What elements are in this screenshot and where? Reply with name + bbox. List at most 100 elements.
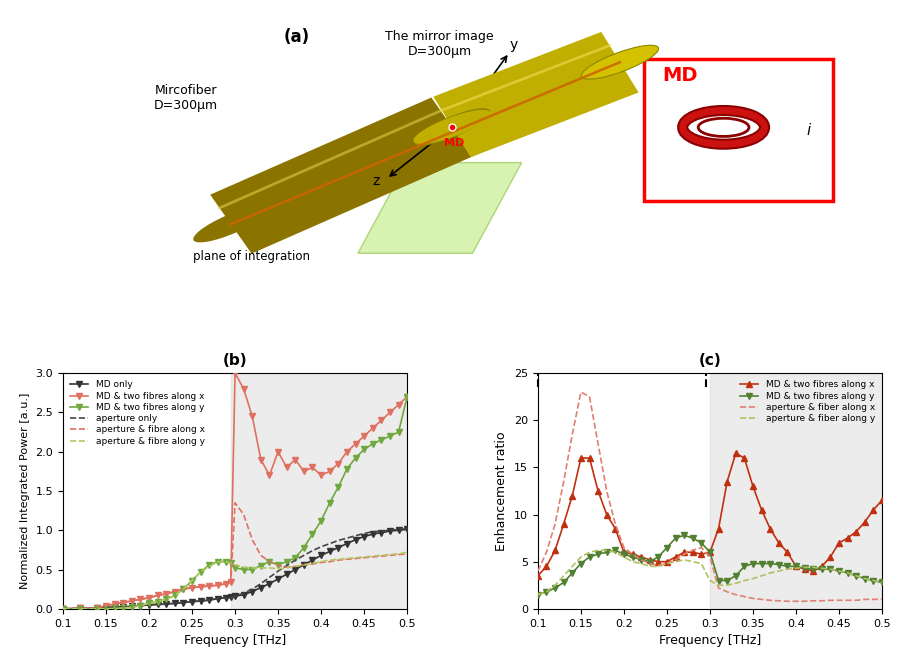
aperture & fiber along x xyxy=(850,596,861,604)
MD & two fibres along x xyxy=(567,492,578,500)
Text: i: i xyxy=(806,122,810,138)
MD & two fibres along x xyxy=(376,416,387,424)
MD & two fibres along x xyxy=(877,496,887,504)
aperture & fiber along y xyxy=(765,569,776,577)
MD & two fibres along y xyxy=(618,550,629,558)
aperture & fiber along x xyxy=(833,596,844,604)
MD & two fibres along x xyxy=(367,424,378,432)
aperture & fiber along x xyxy=(868,595,878,603)
aperture & fibre along y xyxy=(221,558,232,566)
MD & two fibres along x xyxy=(541,563,552,571)
MD & two fibres along x xyxy=(610,524,621,533)
aperture & fiber along x xyxy=(550,520,561,528)
MD & two fibres along y xyxy=(126,603,137,611)
MD only xyxy=(273,575,284,583)
aperture & fibre along x xyxy=(169,587,180,595)
aperture only xyxy=(350,532,361,540)
MD & two fibres along x xyxy=(195,583,206,591)
MD & two fibres along x xyxy=(782,548,793,556)
aperture only xyxy=(118,603,129,611)
aperture & fiber along y xyxy=(713,581,724,589)
aperture & fiber along x xyxy=(773,597,784,605)
aperture & fiber along y xyxy=(868,577,878,585)
MD & two fibres along y xyxy=(584,553,595,561)
MD & two fibres along y xyxy=(713,577,724,585)
MD & two fibres along x xyxy=(135,595,146,603)
aperture only xyxy=(109,603,120,611)
aperture only xyxy=(307,547,318,555)
aperture only xyxy=(264,573,274,581)
Text: (c): (c) xyxy=(698,353,721,369)
MD & two fibres along x xyxy=(533,572,544,580)
MD only xyxy=(350,536,361,544)
aperture & fibre along y xyxy=(256,564,266,572)
aperture & fibre along x xyxy=(144,594,155,602)
aperture & fiber along x xyxy=(644,559,655,567)
MD & two fibres along y xyxy=(307,530,318,538)
MD only xyxy=(401,525,412,533)
Text: MD: MD xyxy=(445,138,464,149)
MD & two fibres along y xyxy=(350,454,361,462)
aperture & fibre along x xyxy=(367,553,378,561)
Ellipse shape xyxy=(414,108,490,145)
MD & two fibres along x xyxy=(161,590,172,598)
MD & two fibres along y xyxy=(670,534,681,542)
aperture only xyxy=(324,540,335,548)
MD & two fibres along y xyxy=(610,547,621,555)
aperture & fiber along x xyxy=(705,553,716,561)
aperture & fiber along x xyxy=(610,520,621,528)
aperture & fiber along x xyxy=(670,556,681,564)
Polygon shape xyxy=(434,32,639,157)
aperture & fiber along x xyxy=(635,556,646,564)
MD & two fibres along x xyxy=(290,456,301,464)
aperture only xyxy=(359,529,370,537)
MD & two fibres along y xyxy=(816,565,827,573)
aperture & fiber along y xyxy=(601,547,612,555)
aperture & fiber along x xyxy=(652,561,663,569)
aperture & fibre along x xyxy=(359,554,370,562)
MD only xyxy=(126,602,137,610)
aperture only xyxy=(384,527,395,535)
aperture & fiber along x xyxy=(575,388,586,396)
aperture & fibre along x xyxy=(333,556,344,564)
aperture & fibre along y xyxy=(299,561,310,569)
aperture & fiber along y xyxy=(790,564,801,572)
MD & two fibres along y xyxy=(782,563,793,571)
aperture & fiber along y xyxy=(550,581,561,589)
aperture & fibre along y xyxy=(230,561,240,569)
MD & two fibres along y xyxy=(533,591,544,599)
aperture only xyxy=(203,596,215,604)
MD & two fibres along y xyxy=(195,568,206,576)
MD & two fibres along x xyxy=(109,600,120,608)
aperture & fiber along y xyxy=(833,567,844,575)
aperture & fiber along y xyxy=(808,563,819,571)
aperture only xyxy=(238,589,249,597)
MD only xyxy=(333,543,344,551)
Text: D: D xyxy=(487,89,497,102)
MD & two fibres along y xyxy=(731,572,742,580)
MD & two fibres along x xyxy=(825,553,836,561)
aperture & fibre along y xyxy=(316,558,327,566)
aperture & fiber along x xyxy=(618,543,629,551)
aperture & fiber along y xyxy=(662,559,672,567)
aperture & fibre along y xyxy=(212,558,223,566)
MD & two fibres along y xyxy=(109,604,120,612)
MD & two fibres along x xyxy=(126,597,137,605)
MD & two fibres along x xyxy=(816,563,827,571)
MD only xyxy=(109,603,120,611)
aperture & fiber along y xyxy=(825,565,836,573)
aperture & fibre along x xyxy=(324,558,335,566)
Line: MD & two fibres along x: MD & two fibres along x xyxy=(536,450,885,579)
aperture & fiber along x xyxy=(825,596,836,604)
aperture & fibre along x xyxy=(75,604,86,612)
MD & two fibres along y xyxy=(575,559,586,567)
MD & two fibres along y xyxy=(178,585,189,593)
aperture & fiber along x xyxy=(713,584,724,592)
aperture & fibre along y xyxy=(359,553,370,561)
MD & two fibres along x xyxy=(144,594,155,602)
aperture & fiber along y xyxy=(860,575,870,583)
aperture & fibre along x xyxy=(161,590,172,598)
MD & two fibres along x xyxy=(178,585,189,593)
aperture only xyxy=(186,597,197,605)
MD & two fibres along x xyxy=(635,553,646,561)
